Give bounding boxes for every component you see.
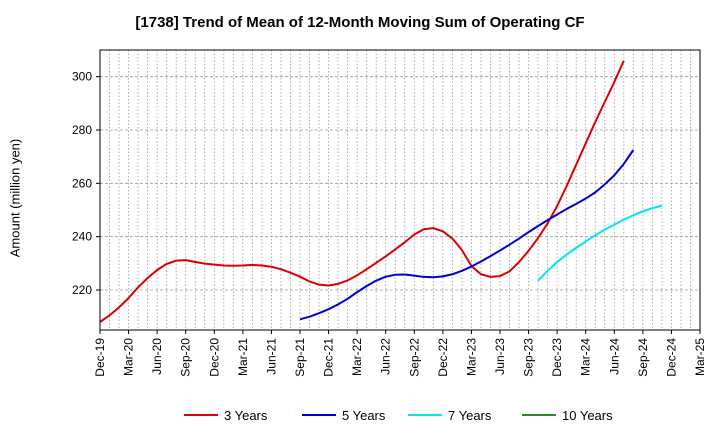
x-tick-label: Jun-22	[379, 338, 393, 375]
chart-title: [1738] Trend of Mean of 12-Month Moving …	[135, 14, 585, 31]
legend-label-3-years: 3 Years	[224, 408, 268, 423]
x-axis-ticks: Dec-19 Mar-20 Jun-20 Sep-20 Dec-20 Mar-21 Jun-…	[93, 330, 707, 377]
x-tick-label: Sep-20	[179, 338, 193, 377]
x-tick-label: Dec-19	[93, 338, 107, 377]
x-tick-label: Jun-20	[150, 338, 164, 375]
y-tick-label: 300	[72, 70, 92, 84]
x-tick-label: Dec-21	[322, 338, 336, 377]
y-tick-label: 260	[72, 176, 92, 190]
x-tick-label: Sep-24	[636, 338, 650, 377]
x-tick-label: Jun-24	[607, 338, 621, 375]
series-line-5-years	[299, 149, 635, 321]
x-tick-label: Jun-21	[264, 338, 278, 375]
y-tick-label: 220	[72, 283, 92, 297]
series-lines	[99, 60, 663, 323]
x-tick-label: Dec-24	[664, 338, 678, 377]
x-tick-label: Sep-21	[293, 338, 307, 377]
x-tick-label: Dec-20	[207, 338, 221, 377]
plot-area-frame	[99, 49, 701, 331]
x-tick-label: Mar-22	[350, 338, 364, 376]
y-axis-ticks: 220 240 260 280 300	[72, 70, 100, 297]
x-tick-label: Sep-23	[522, 338, 536, 377]
series-line-7-years	[537, 204, 663, 282]
x-tick-label: Mar-23	[464, 338, 478, 376]
legend: 3 Years 5 Years 7 Years 10 Years	[184, 408, 613, 423]
legend-label-7-years: 7 Years	[448, 408, 492, 423]
y-tick-label: 280	[72, 123, 92, 137]
x-tick-label: Mar-21	[236, 338, 250, 376]
legend-label-5-years: 5 Years	[342, 408, 386, 423]
y-tick-label: 240	[72, 230, 92, 244]
series-line-3-years	[99, 60, 625, 323]
x-tick-label: Dec-23	[550, 338, 564, 377]
x-tick-label: Mar-24	[579, 338, 593, 376]
x-tick-label: Jun-23	[493, 338, 507, 375]
grid-lines	[100, 50, 700, 330]
x-tick-label: Mar-25	[693, 338, 707, 376]
x-tick-label: Dec-22	[436, 338, 450, 377]
legend-label-10-years: 10 Years	[562, 408, 613, 423]
x-tick-label: Mar-20	[122, 338, 136, 376]
x-tick-label: Sep-22	[407, 338, 421, 377]
